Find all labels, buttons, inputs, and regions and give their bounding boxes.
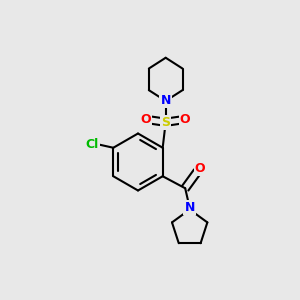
Text: S: S — [161, 116, 170, 129]
Text: N: N — [184, 201, 195, 214]
Text: Cl: Cl — [86, 138, 99, 151]
Text: O: O — [141, 113, 152, 126]
Text: N: N — [160, 94, 171, 107]
Text: O: O — [195, 162, 206, 175]
Text: O: O — [180, 113, 190, 126]
